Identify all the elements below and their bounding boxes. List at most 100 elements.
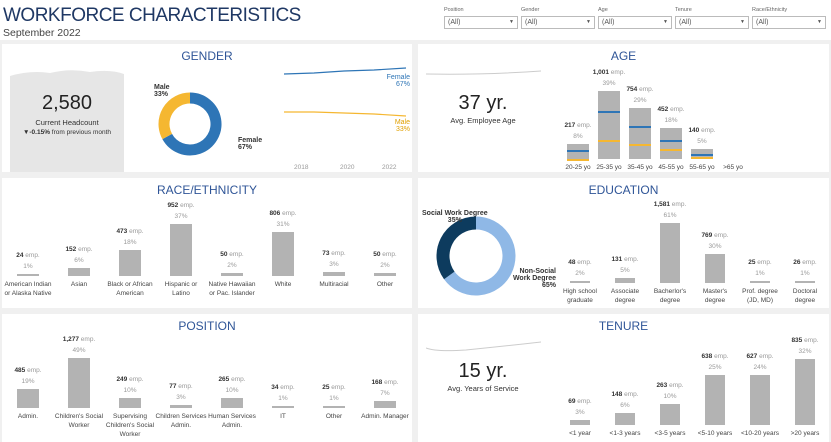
- count-value: 806: [269, 209, 281, 217]
- bar-label: 45-55 yo: [658, 164, 684, 171]
- bar-count: 25 emp.: [309, 384, 359, 391]
- bar-count: 26 emp.: [780, 259, 830, 266]
- filter-dropdown[interactable]: (All) ▼: [598, 16, 672, 29]
- bar[interactable]: [221, 397, 243, 408]
- donut-slice[interactable]: [162, 92, 222, 156]
- bar[interactable]: [272, 406, 294, 408]
- filter-dropdown[interactable]: (All) ▼: [752, 16, 826, 29]
- bar[interactable]: [17, 274, 39, 276]
- bar[interactable]: [68, 267, 90, 276]
- position-title: POSITION: [178, 319, 236, 333]
- bar[interactable]: [323, 272, 345, 276]
- bar-count: 1,581 emp.: [645, 201, 695, 208]
- bar[interactable]: [750, 375, 770, 425]
- bar[interactable]: [374, 401, 396, 408]
- bar[interactable]: [119, 398, 141, 408]
- bar[interactable]: [170, 224, 192, 276]
- avg-age-value: 37 yr.: [458, 92, 508, 114]
- bar[interactable]: [705, 374, 725, 425]
- filter-label: Position: [444, 7, 464, 13]
- filter-race-ethnicity: Race/Ethnicity (All) ▼: [752, 7, 826, 29]
- bar-label: Prof. degree (JD, MD): [742, 288, 778, 304]
- bar-percent: 32%: [798, 348, 812, 355]
- gender-marker: [691, 157, 713, 160]
- bar-count: 835 emp.: [780, 337, 830, 344]
- education-title: EDUCATION: [588, 183, 659, 197]
- bar[interactable]: [68, 358, 90, 408]
- bar-count: 769 emp.: [690, 232, 740, 239]
- filter-dropdown[interactable]: (All) ▼: [521, 16, 595, 29]
- bar[interactable]: [660, 128, 682, 159]
- bar-count: 50 emp.: [360, 251, 410, 258]
- headcount-change: ▼-0.15% from previous month: [22, 129, 112, 136]
- bar[interactable]: [629, 107, 651, 159]
- filter-dropdown[interactable]: (All) ▼: [675, 16, 749, 29]
- bar[interactable]: [272, 231, 294, 276]
- unit: emp.: [712, 352, 729, 360]
- donut-slice[interactable]: [444, 216, 516, 296]
- count-value: 1,581: [653, 201, 670, 208]
- unit: emp.: [637, 85, 654, 93]
- bar[interactable]: [170, 404, 192, 408]
- bar[interactable]: [795, 359, 815, 425]
- headcount-label: Current Headcount: [35, 118, 99, 127]
- count-value: 952: [167, 202, 179, 209]
- female-trend-line: [284, 67, 407, 75]
- count-value: 34: [271, 384, 279, 391]
- bar[interactable]: [119, 250, 141, 276]
- unit: emp.: [755, 259, 772, 266]
- bar-label: 20-25 yo: [565, 164, 591, 171]
- bar-label: IT: [280, 413, 286, 420]
- bar-count: 249 emp.: [105, 376, 155, 383]
- tenure-panel: TENURE 15 yr. Avg. Years of Service <1 y…: [418, 314, 829, 442]
- count-value: 148: [611, 391, 623, 399]
- filter-dropdown[interactable]: (All) ▼: [444, 16, 518, 29]
- bar[interactable]: [570, 281, 590, 283]
- education-donut: [436, 216, 516, 296]
- bar[interactable]: [374, 273, 396, 276]
- bar[interactable]: [795, 281, 815, 283]
- chevron-down-icon: ▼: [817, 19, 822, 25]
- count-value: 50: [373, 251, 381, 259]
- chevron-down-icon: ▼: [663, 19, 668, 25]
- bar-count: 77 emp.: [156, 383, 206, 390]
- bar[interactable]: [705, 253, 725, 283]
- count-value: 140: [688, 127, 700, 135]
- bar[interactable]: [17, 389, 39, 408]
- unit: emp.: [575, 259, 592, 266]
- bar[interactable]: [615, 413, 635, 425]
- bar-count: 806 emp.: [258, 210, 308, 217]
- bar-label: Hispanic or Latino: [164, 281, 198, 297]
- year-tick: 2018: [294, 164, 309, 171]
- unit: emp.: [25, 367, 42, 374]
- bar-percent: 49%: [72, 347, 86, 354]
- avg-tenure-label: Avg. Years of Service: [447, 384, 519, 393]
- count-value: 131: [611, 256, 623, 264]
- gender-marker: [629, 143, 651, 146]
- bar[interactable]: [323, 406, 345, 408]
- unit: emp.: [76, 245, 93, 253]
- bar-label: Children Services Admin.: [155, 413, 207, 429]
- bar[interactable]: [570, 419, 590, 425]
- bar-count: 627 emp.: [735, 353, 785, 360]
- position-panel: POSITION Admin. 19% 485 emp. Children's Soc…: [2, 314, 412, 442]
- bar-label: Admin.: [17, 413, 39, 420]
- bar-percent: 2%: [575, 270, 585, 277]
- bar[interactable]: [598, 91, 620, 159]
- bar[interactable]: [660, 223, 680, 283]
- unit: emp.: [229, 375, 246, 383]
- bar[interactable]: [221, 273, 243, 276]
- donut-slice[interactable]: [436, 216, 477, 280]
- unit: emp.: [800, 259, 817, 266]
- bar[interactable]: [615, 278, 635, 283]
- donut-slice[interactable]: [158, 92, 191, 140]
- race-panel: RACE/ETHNICITY American Indian or Alaska…: [2, 178, 412, 308]
- bar-label: Master's degree: [702, 288, 728, 304]
- bar-label: Other: [325, 413, 343, 420]
- bar-label: Asian: [70, 281, 88, 288]
- bar-percent: 5%: [620, 267, 630, 275]
- bar[interactable]: [750, 281, 770, 283]
- count-value: 485: [14, 367, 26, 374]
- bar[interactable]: [660, 404, 680, 425]
- unit: emp.: [329, 250, 346, 257]
